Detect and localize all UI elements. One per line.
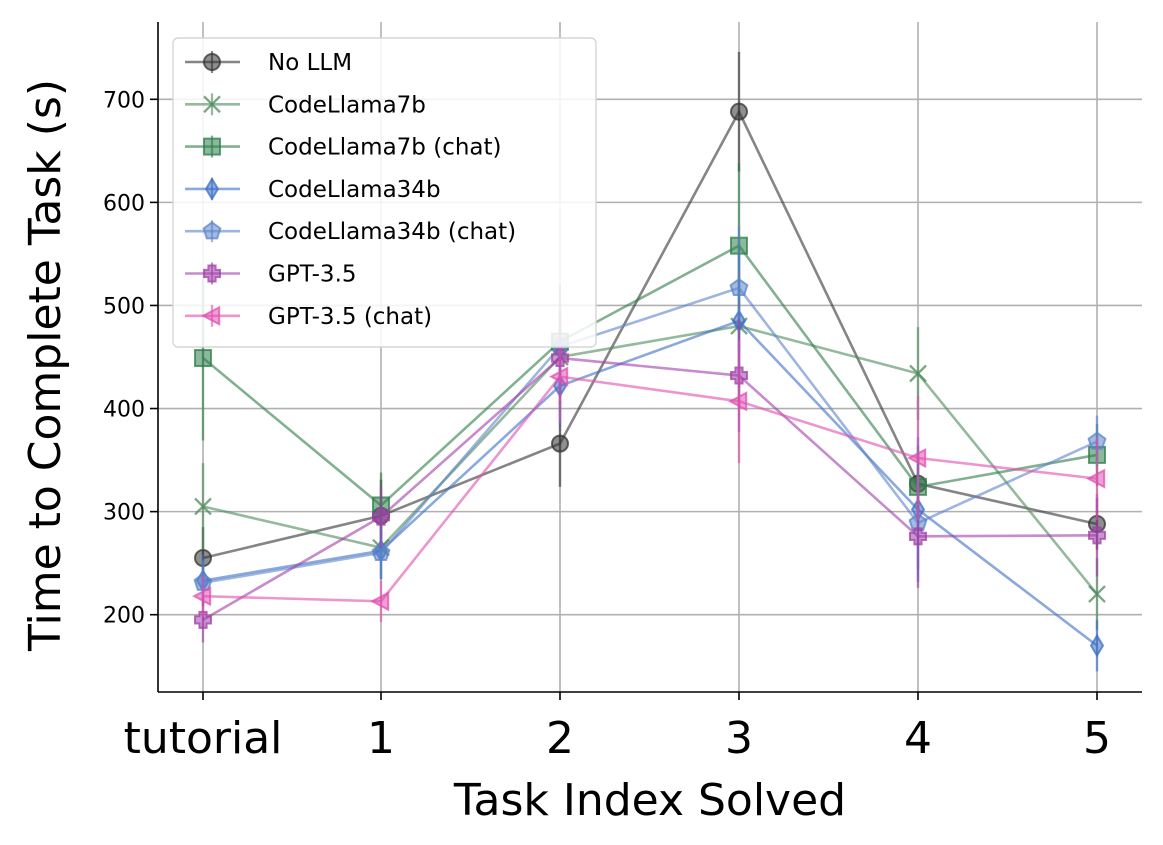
legend: No LLM CodeLlama7b CodeLlama7b (chat) CodeL… bbox=[172, 37, 597, 348]
legend-marker bbox=[203, 53, 221, 71]
legend-frame bbox=[172, 37, 597, 348]
y-tick-label: 200 bbox=[103, 604, 145, 629]
x-tick-label: tutorial bbox=[124, 713, 283, 764]
y-tick-label: 300 bbox=[103, 501, 145, 526]
legend-item: CodeLlama7b bbox=[185, 92, 426, 118]
legend-label: No LLM bbox=[268, 50, 352, 76]
y-tick-label: 700 bbox=[103, 88, 145, 113]
legend-item: CodeLlama7b (chat) bbox=[185, 135, 502, 161]
legend-marker bbox=[204, 176, 220, 201]
x-tick-label: 4 bbox=[904, 713, 932, 764]
data-point bbox=[371, 542, 391, 561]
legend-label: CodeLlama34b bbox=[268, 177, 441, 203]
series-line bbox=[202, 108, 1098, 560]
data-point bbox=[729, 277, 749, 297]
data-point bbox=[1086, 468, 1106, 489]
data-point bbox=[730, 102, 748, 121]
series-line bbox=[202, 375, 1098, 603]
legend-marker bbox=[203, 264, 221, 283]
legend-marker bbox=[203, 95, 221, 114]
legend-item: CodeLlama34b bbox=[185, 177, 441, 203]
x-axis-label: Task Index Solved bbox=[453, 775, 846, 826]
legend-label: GPT-3.5 (chat) bbox=[268, 304, 432, 330]
legend-item: No LLM bbox=[185, 50, 352, 76]
x-tick-label: 1 bbox=[367, 713, 395, 764]
data-point bbox=[728, 391, 748, 412]
legend-label: CodeLlama7b (chat) bbox=[268, 135, 502, 161]
legend-label: CodeLlama34b (chat) bbox=[268, 219, 516, 245]
series-line bbox=[202, 356, 1098, 621]
x-tick-label: 3 bbox=[725, 713, 753, 764]
series-line bbox=[202, 286, 1098, 585]
data-point bbox=[1088, 526, 1106, 545]
series-line bbox=[202, 244, 1098, 508]
y-tick-label: 500 bbox=[103, 294, 145, 319]
x-tick-label: 2 bbox=[546, 713, 574, 764]
data-point bbox=[372, 507, 390, 526]
legend-label: CodeLlama7b bbox=[268, 92, 426, 118]
data-point bbox=[370, 591, 390, 612]
legend-marker bbox=[203, 137, 221, 156]
data-point bbox=[194, 497, 212, 516]
series-line bbox=[202, 324, 1099, 595]
data-point bbox=[192, 586, 212, 607]
data-point bbox=[1088, 585, 1106, 603]
y-axis-label: Time to Complete Task (s) bbox=[20, 79, 71, 652]
x-tick-label: 5 bbox=[1083, 713, 1111, 764]
data-point bbox=[1089, 633, 1105, 658]
ticks: tutorial 1 2 3 4 5 200 300 400 500 600 700 bbox=[103, 88, 1111, 764]
series-line bbox=[202, 319, 1098, 647]
legend-label: GPT-3.5 bbox=[268, 262, 357, 288]
legend-item: CodeLlama34b (chat) bbox=[185, 219, 516, 245]
data-point bbox=[909, 527, 927, 546]
data-point bbox=[909, 364, 927, 383]
data-point bbox=[907, 447, 927, 469]
legend-marker bbox=[202, 221, 222, 240]
data-point bbox=[549, 366, 569, 387]
data-point bbox=[194, 349, 212, 368]
legend-item: GPT-3.5 (chat) bbox=[185, 304, 432, 330]
axes bbox=[157, 22, 1142, 693]
data-point bbox=[194, 610, 212, 629]
y-tick-label: 400 bbox=[103, 398, 145, 423]
data-point bbox=[551, 434, 569, 453]
series-gpt-3-5-chat bbox=[192, 330, 1106, 622]
legend-item: GPT-3.5 bbox=[185, 262, 357, 288]
legend-marker bbox=[201, 305, 221, 326]
y-tick-label: 600 bbox=[103, 191, 145, 216]
